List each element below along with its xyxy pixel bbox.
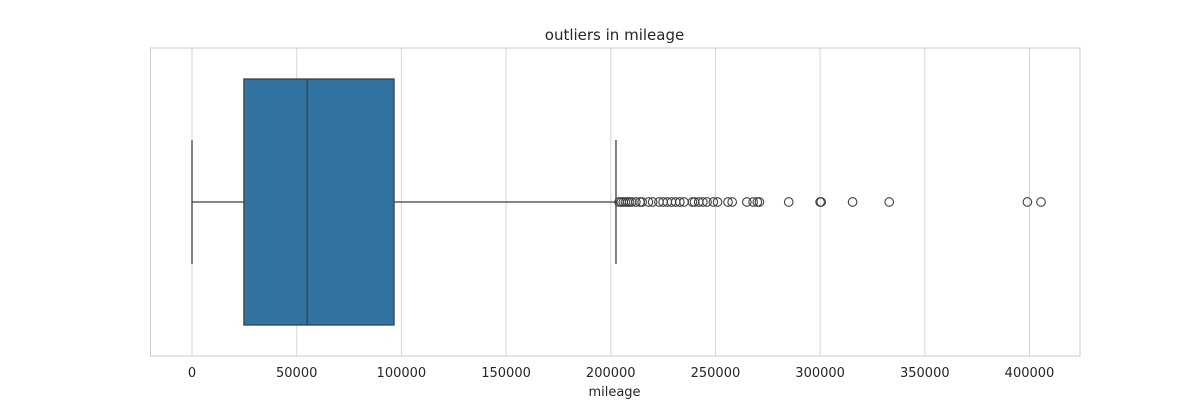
x-axis-label: mileage [588,385,640,400]
outlier-point-17 [674,197,685,207]
x-tick-label-150000: 150000 [481,366,531,381]
x-tick-label-0: 0 [188,366,196,381]
x-tick-label-50000: 50000 [276,366,317,381]
box [243,78,395,326]
outlier-point-38 [1036,197,1046,207]
outlier-point-25 [712,197,723,207]
outlier-point-31 [754,197,765,207]
outlier-point-23 [702,197,712,207]
outlier-point-37 [1022,197,1033,207]
x-tick-label-250000: 250000 [691,366,741,381]
outlier-point-22 [698,197,708,207]
x-tick-label-300000: 300000 [795,366,845,381]
outlier-point-29 [748,197,758,207]
iqr-box [243,78,395,326]
x-tick-label-100000: 100000 [377,366,427,381]
outlier-points [614,197,1046,207]
outlier-point-32 [783,197,794,207]
outlier-point-35 [847,197,858,207]
x-tick-label-350000: 350000 [900,366,950,381]
x-tick-label-400000: 400000 [1005,366,1055,381]
outlier-point-34 [816,197,827,207]
whiskers [191,140,617,264]
outlier-point-28 [741,197,752,207]
outlier-point-26 [723,197,733,207]
outlier-point-9 [637,197,648,207]
plot-frame [150,47,1081,357]
outlier-point-24 [708,197,719,207]
x-tick-label-200000: 200000 [586,366,636,381]
outlier-point-10 [643,197,654,207]
outlier-point-27 [727,197,738,207]
outlier-point-7 [631,197,641,207]
outlier-point-11 [647,197,658,207]
outlier-point-36 [884,197,895,207]
x-tick-labels: 0 50000 100000 150000 200000 250000 300000 3500… [188,366,1054,381]
chart-title: outliers in mileage [545,26,684,44]
